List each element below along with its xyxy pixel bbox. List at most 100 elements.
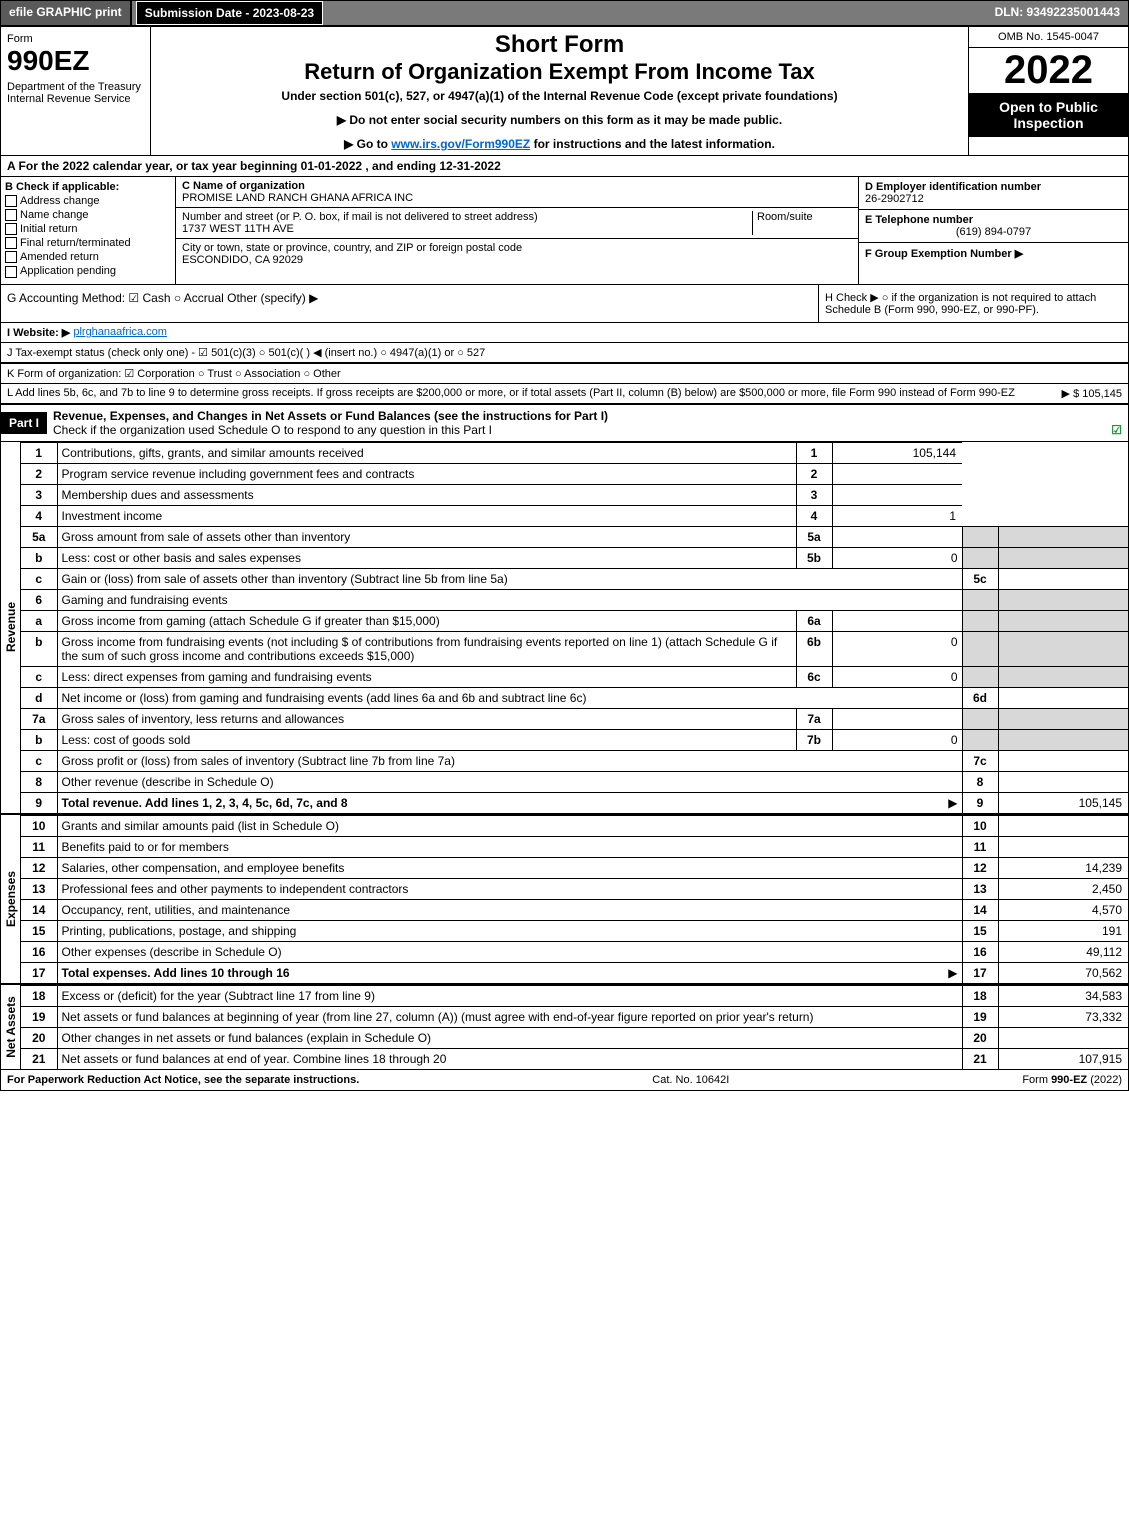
info-grid: B Check if applicable: Address change Na… — [1, 176, 1128, 284]
form-header: Form 990EZ Department of the Treasury In… — [1, 25, 1128, 155]
line-13-amt: 2,450 — [998, 878, 1128, 899]
phone: (619) 894-0797 — [865, 226, 1122, 238]
col-b-title: B Check if applicable: — [5, 181, 171, 193]
line-17-text: Total expenses. Add lines 10 through 16 — [62, 966, 290, 980]
line-12-text: Salaries, other compensation, and employ… — [57, 857, 962, 878]
line-21-amt: 107,915 — [998, 1048, 1128, 1069]
line-7c-amt — [998, 750, 1128, 771]
netassets-side-label: Net Assets — [4, 996, 18, 1058]
line-5b-text: Less: cost or other basis and sales expe… — [62, 551, 301, 565]
ein-label: D Employer identification number — [865, 181, 1041, 193]
line-6d-amt — [998, 687, 1128, 708]
part-1-label: Part I — [1, 412, 47, 434]
website-link[interactable]: plrghanaafrica.com — [73, 326, 167, 338]
form-title: Return of Organization Exempt From Incom… — [155, 59, 964, 85]
line-7c-text: Gross profit or (loss) from sales of inv… — [57, 750, 962, 771]
line-15-text: Printing, publications, postage, and shi… — [57, 920, 962, 941]
line-6a-sub — [832, 610, 962, 631]
section-a: A For the 2022 calendar year, or tax yea… — [1, 155, 1128, 176]
inspection-badge: Open to Public Inspection — [969, 93, 1128, 137]
chk-name-change[interactable]: Name change — [5, 209, 171, 221]
chk-initial-return[interactable]: Initial return — [5, 223, 171, 235]
schedule-o-check[interactable]: ☑ — [1111, 423, 1122, 437]
line-8-text: Other revenue (describe in Schedule O) — [57, 771, 962, 792]
line-21-text: Net assets or fund balances at end of ye… — [57, 1048, 962, 1069]
netassets-block: Net Assets 18Excess or (deficit) for the… — [1, 983, 1128, 1069]
page-footer: For Paperwork Reduction Act Notice, see … — [1, 1069, 1128, 1090]
line-k: K Form of organization: ☑ Corporation ○ … — [1, 362, 1128, 383]
street-label: Number and street (or P. O. box, if mail… — [182, 211, 538, 223]
dln: DLN: 93492235001443 — [987, 1, 1128, 25]
irs-link[interactable]: www.irs.gov/Form990EZ — [391, 137, 530, 151]
line-7b-text: Less: cost of goods sold — [62, 733, 191, 747]
line-8-amt — [998, 771, 1128, 792]
line-6c-sub: 0 — [832, 666, 962, 687]
tax-year: 2022 — [969, 48, 1128, 93]
line-20-text: Other changes in net assets or fund bala… — [57, 1027, 962, 1048]
line-11-amt — [998, 836, 1128, 857]
line-14-text: Occupancy, rent, utilities, and maintena… — [57, 899, 962, 920]
footer-mid: Cat. No. 10642I — [652, 1074, 729, 1086]
line-2-amt — [832, 463, 962, 484]
line-7b-sub: 0 — [832, 729, 962, 750]
part-1-header: Part I Revenue, Expenses, and Changes in… — [1, 403, 1128, 441]
line-3-text: Membership dues and assessments — [57, 484, 796, 505]
chk-pending[interactable]: Application pending — [5, 265, 171, 277]
directive-1: ▶ Do not enter social security numbers o… — [155, 113, 964, 127]
expenses-side-label: Expenses — [4, 871, 18, 927]
column-def: D Employer identification number 26-2902… — [858, 177, 1128, 284]
line-18-amt: 34,583 — [998, 985, 1128, 1006]
line-4-text: Investment income — [57, 505, 796, 526]
line-1-text: Contributions, gifts, grants, and simila… — [57, 442, 796, 463]
line-l-amount: ▶ $ 105,145 — [1062, 387, 1122, 400]
street: 1737 WEST 11TH AVE — [182, 223, 294, 235]
room-label: Room/suite — [757, 211, 813, 223]
line-7a-text: Gross sales of inventory, less returns a… — [62, 712, 345, 726]
city-label: City or town, state or province, country… — [182, 242, 522, 254]
line-9-amt: 105,145 — [998, 792, 1128, 813]
form-label: Form — [7, 33, 144, 45]
netassets-table: 18Excess or (deficit) for the year (Subt… — [21, 985, 1128, 1069]
chk-amended[interactable]: Amended return — [5, 251, 171, 263]
line-13-text: Professional fees and other payments to … — [57, 878, 962, 899]
line-6a-text: Gross income from gaming (attach Schedul… — [62, 614, 440, 628]
line-1-amt: 105,144 — [832, 442, 962, 463]
group-exemption-label: F Group Exemption Number ▶ — [865, 248, 1023, 260]
submission-date: Submission Date - 2023-08-23 — [136, 1, 323, 25]
line-16-text: Other expenses (describe in Schedule O) — [57, 941, 962, 962]
form-number: 990EZ — [7, 45, 144, 77]
footer-right: Form 990-EZ (2022) — [1022, 1074, 1122, 1086]
line-5a-text: Gross amount from sale of assets other t… — [62, 530, 351, 544]
line-i: I Website: ▶ plrghanaafrica.com — [1, 322, 1128, 342]
footer-left: For Paperwork Reduction Act Notice, see … — [7, 1074, 359, 1086]
line-5b-sub: 0 — [832, 547, 962, 568]
line-14-amt: 4,570 — [998, 899, 1128, 920]
line-6b-text: Gross income from fundraising events (no… — [62, 635, 778, 663]
line-6c-text: Less: direct expenses from gaming and fu… — [62, 670, 372, 684]
line-19-text: Net assets or fund balances at beginning… — [57, 1006, 962, 1027]
expenses-block: Expenses 10Grants and similar amounts pa… — [1, 813, 1128, 983]
form-subtitle: Under section 501(c), 527, or 4947(a)(1)… — [155, 89, 964, 103]
line-20-amt — [998, 1027, 1128, 1048]
short-form-label: Short Form — [155, 31, 964, 59]
org-name: PROMISE LAND RANCH GHANA AFRICA INC — [182, 192, 413, 204]
line-18-text: Excess or (deficit) for the year (Subtra… — [57, 985, 962, 1006]
revenue-side-label: Revenue — [4, 602, 18, 652]
department: Department of the Treasury Internal Reve… — [7, 81, 144, 105]
line-17-amt: 70,562 — [998, 962, 1128, 983]
line-11-text: Benefits paid to or for members — [57, 836, 962, 857]
part-1-desc: Revenue, Expenses, and Changes in Net As… — [53, 409, 608, 423]
line-12-amt: 14,239 — [998, 857, 1128, 878]
chk-final-return[interactable]: Final return/terminated — [5, 237, 171, 249]
line-7a-sub — [832, 708, 962, 729]
part-1-check: Check if the organization used Schedule … — [53, 423, 492, 437]
column-c: C Name of organization PROMISE LAND RANC… — [176, 177, 858, 284]
line-9-text: Total revenue. Add lines 1, 2, 3, 4, 5c,… — [62, 796, 348, 810]
line-6b-sub: 0 — [832, 631, 962, 666]
line-j: J Tax-exempt status (check only one) - ☑… — [1, 342, 1128, 362]
revenue-table: 1Contributions, gifts, grants, and simil… — [21, 442, 1128, 813]
line-10-amt — [998, 815, 1128, 836]
directive-2: ▶ Go to www.irs.gov/Form990EZ for instru… — [155, 137, 964, 151]
revenue-block: Revenue 1Contributions, gifts, grants, a… — [1, 441, 1128, 813]
chk-address-change[interactable]: Address change — [5, 195, 171, 207]
